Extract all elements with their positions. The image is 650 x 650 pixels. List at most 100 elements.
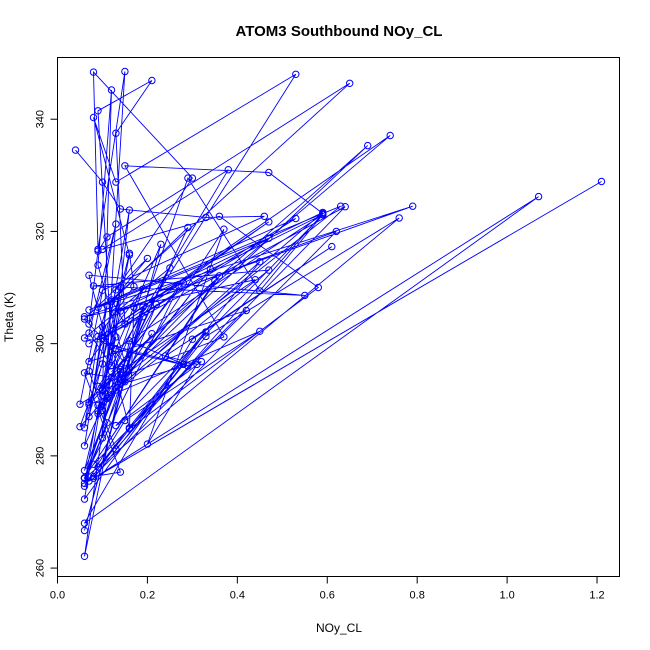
data-point bbox=[116, 368, 125, 376]
data-point bbox=[202, 328, 210, 336]
data-point bbox=[107, 86, 116, 94]
data-point bbox=[319, 210, 327, 219]
y-tick-label: 300 bbox=[35, 334, 47, 352]
series-line bbox=[75, 70, 602, 557]
data-point bbox=[94, 107, 102, 115]
data-point bbox=[98, 360, 107, 368]
data-point bbox=[80, 424, 89, 432]
data-point bbox=[251, 276, 260, 284]
data-point bbox=[80, 313, 89, 321]
data-point bbox=[116, 468, 125, 476]
data-point bbox=[116, 205, 125, 213]
data-point bbox=[94, 303, 102, 311]
data-point bbox=[206, 265, 215, 273]
data-point bbox=[80, 334, 89, 342]
data-point bbox=[386, 131, 394, 140]
data-point bbox=[260, 212, 268, 221]
data-point bbox=[103, 301, 111, 310]
data-point bbox=[85, 320, 93, 328]
data-point bbox=[125, 424, 134, 432]
x-axis-label: NOy_CL bbox=[316, 621, 362, 635]
data-point bbox=[89, 113, 98, 122]
chart-title: ATOM3 Southbound NOy_CL bbox=[236, 23, 443, 40]
data-point bbox=[184, 362, 192, 370]
data-point bbox=[215, 272, 224, 280]
data-point bbox=[98, 286, 107, 294]
y-axis: 260 280 300 320 340 bbox=[35, 110, 58, 577]
data-point bbox=[98, 385, 107, 393]
data-point bbox=[103, 419, 111, 427]
data-point bbox=[143, 254, 152, 263]
data-point bbox=[112, 421, 120, 430]
data-point bbox=[112, 333, 120, 341]
y-tick-label: 280 bbox=[35, 447, 47, 465]
data-point bbox=[76, 400, 84, 408]
data-point bbox=[332, 227, 340, 236]
data-point bbox=[395, 214, 403, 222]
data-point bbox=[98, 334, 107, 343]
data-point bbox=[98, 245, 107, 254]
data-point bbox=[94, 410, 102, 418]
data-point bbox=[215, 212, 224, 221]
data-point bbox=[94, 332, 102, 341]
data-point bbox=[139, 285, 147, 293]
data-point bbox=[166, 264, 174, 272]
data-point bbox=[94, 407, 102, 415]
data-point bbox=[98, 323, 107, 331]
data-point bbox=[202, 213, 210, 222]
data-point bbox=[341, 203, 349, 211]
data-point bbox=[116, 365, 125, 374]
data-point bbox=[116, 307, 125, 315]
data-point bbox=[184, 174, 192, 182]
data-point bbox=[328, 242, 336, 251]
data-point bbox=[89, 68, 98, 76]
x-tick-label: 0.8 bbox=[410, 590, 425, 602]
data-point bbox=[220, 225, 228, 233]
data-point bbox=[188, 335, 197, 343]
data-point bbox=[112, 178, 120, 186]
data-point bbox=[112, 220, 120, 228]
data-point bbox=[211, 277, 219, 285]
data-point bbox=[89, 474, 98, 482]
y-tick-label: 340 bbox=[35, 110, 47, 128]
data-point bbox=[112, 129, 120, 137]
data-point bbox=[121, 359, 129, 367]
data-point bbox=[265, 234, 273, 242]
data-point bbox=[125, 206, 134, 214]
data-point bbox=[121, 320, 129, 328]
data-point bbox=[152, 300, 161, 309]
data-point bbox=[534, 192, 543, 201]
data-point bbox=[85, 271, 93, 279]
data-point bbox=[148, 329, 156, 338]
data-point bbox=[319, 208, 327, 217]
data-point bbox=[112, 445, 120, 453]
x-tick-label: 0.2 bbox=[140, 590, 155, 602]
data-point bbox=[112, 345, 120, 353]
data-point bbox=[80, 552, 89, 560]
x-axis: 0.0 0.2 0.4 0.6 0.8 1.0 1.2 bbox=[50, 576, 605, 602]
data-point bbox=[94, 401, 102, 410]
data-point bbox=[265, 168, 273, 177]
y-tick-label: 320 bbox=[35, 222, 47, 240]
data-point bbox=[94, 261, 102, 269]
data-point bbox=[107, 391, 116, 399]
data-point bbox=[80, 479, 89, 488]
data-point bbox=[337, 202, 345, 210]
x-tick-label: 0.0 bbox=[50, 590, 65, 602]
data-point bbox=[85, 398, 93, 407]
data-point bbox=[202, 332, 210, 341]
data-point bbox=[125, 249, 134, 258]
data-point bbox=[80, 482, 89, 490]
data-point bbox=[85, 306, 93, 314]
data-point bbox=[107, 368, 116, 376]
data-point bbox=[85, 329, 93, 337]
data-point bbox=[85, 367, 93, 375]
data-point bbox=[107, 373, 116, 381]
data-point bbox=[98, 434, 107, 442]
data-point bbox=[364, 141, 372, 150]
data-point bbox=[161, 352, 170, 360]
data-point bbox=[80, 519, 89, 527]
x-tick-label: 0.6 bbox=[320, 590, 335, 602]
data-point bbox=[121, 162, 129, 170]
